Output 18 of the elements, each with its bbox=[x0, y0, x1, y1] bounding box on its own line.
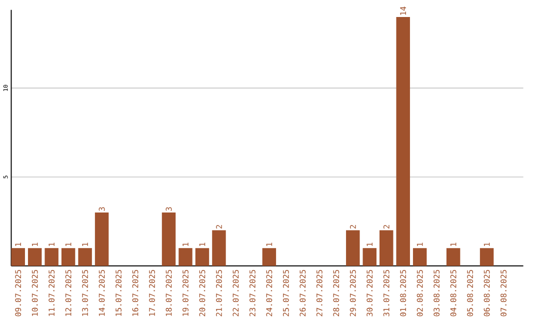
bar bbox=[94, 212, 109, 266]
bar bbox=[412, 248, 427, 266]
bar bbox=[162, 212, 176, 266]
bar bbox=[480, 248, 494, 266]
bar bbox=[61, 248, 76, 266]
bar bbox=[78, 248, 92, 266]
bar bbox=[44, 248, 58, 266]
bar bbox=[28, 248, 42, 266]
bar bbox=[212, 230, 226, 266]
bar bbox=[380, 230, 394, 266]
bar bbox=[396, 17, 410, 266]
bar bbox=[195, 248, 210, 266]
bar bbox=[346, 230, 360, 266]
bar bbox=[11, 248, 25, 266]
bar bbox=[446, 248, 460, 266]
bar bbox=[178, 248, 192, 266]
bar bbox=[262, 248, 276, 266]
bar bbox=[362, 248, 376, 266]
